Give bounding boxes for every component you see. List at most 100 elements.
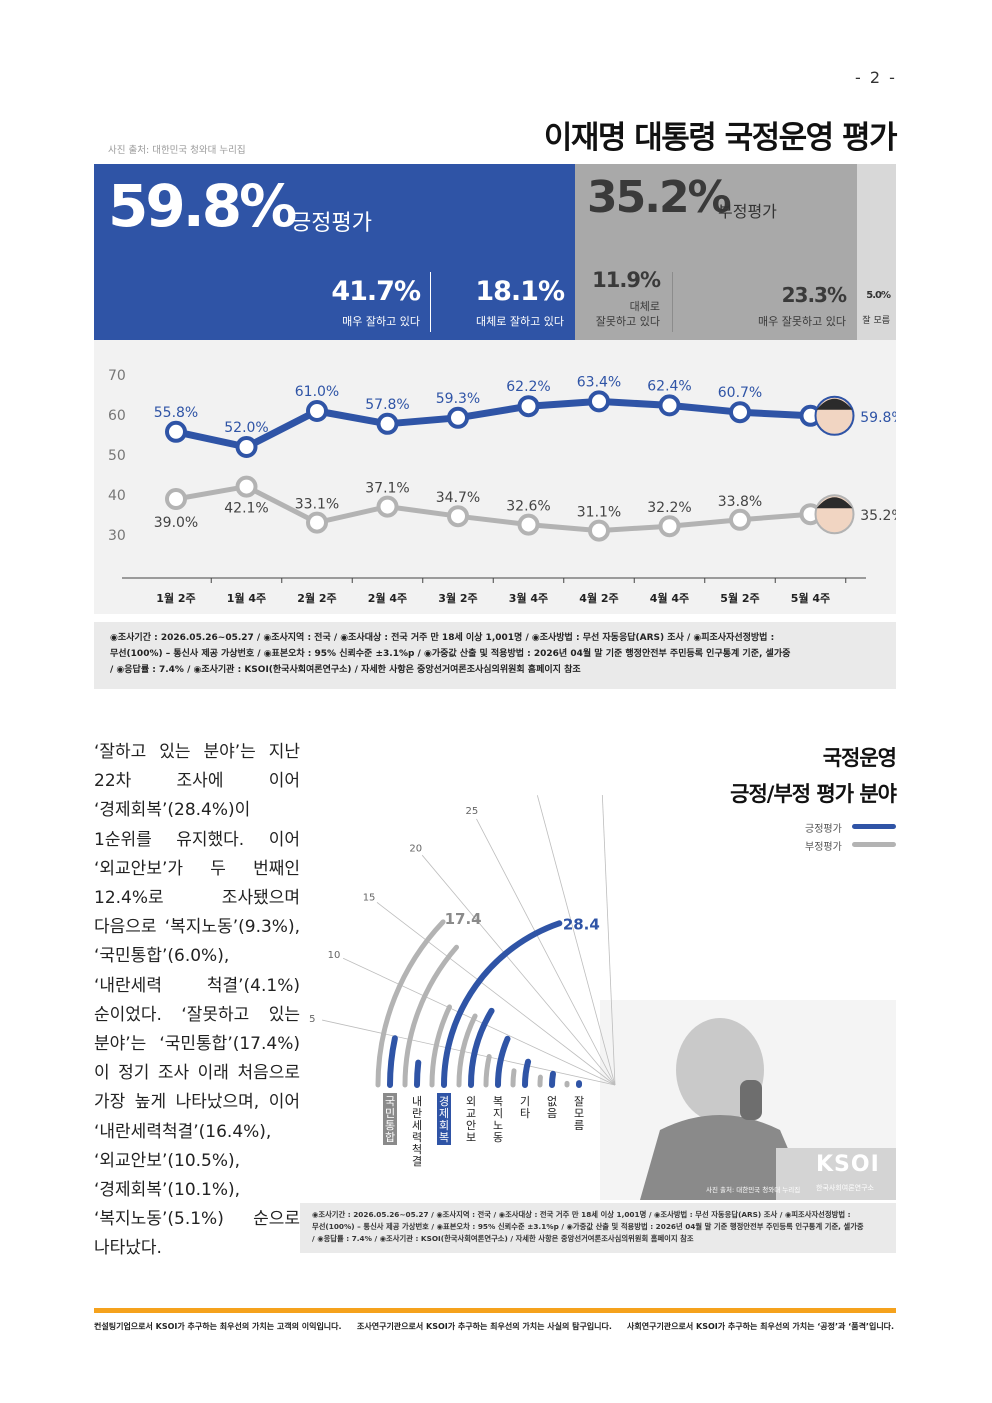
hair-icon — [816, 398, 853, 410]
data-label: 61.0% — [295, 384, 339, 400]
category-char: 통 — [385, 1119, 395, 1132]
positive-arc — [414, 1059, 422, 1088]
category-label: 복지노동 — [493, 1095, 503, 1144]
hair-icon — [816, 497, 853, 509]
scale-ray — [601, 795, 616, 1086]
category-char: 합 — [385, 1131, 395, 1144]
positive-arc — [468, 1007, 495, 1088]
category-char: 회 — [439, 1119, 449, 1132]
category-char: 력 — [412, 1131, 422, 1144]
negative-bar — [575, 164, 857, 340]
y-tick-label: 40 — [108, 488, 126, 504]
methodology-line: / ◉응답률 : 7.4% / ◉조사기관 : KSOI(한국사회여론연구소) … — [110, 665, 581, 675]
fairly-bad-label: 대체로 — [629, 300, 660, 313]
scale-ray — [421, 854, 616, 1086]
body-paragraph: ‘잘하고 있는 분야’는 지난 22차 조사에 이어 ‘경제회복’(28.4%)… — [94, 742, 300, 1259]
scale-tick-label: 5 — [309, 1014, 315, 1025]
y-tick-label: 50 — [108, 448, 126, 464]
category-char: 민 — [385, 1107, 395, 1120]
data-point — [658, 394, 681, 417]
y-tick-label: 30 — [108, 528, 126, 544]
unknown-label: 잘 모름 — [862, 316, 890, 326]
series-line — [175, 484, 811, 534]
divider — [672, 272, 673, 332]
category-label: 기타 — [520, 1095, 530, 1120]
data-point — [517, 395, 540, 418]
data-label: 55.8% — [154, 405, 198, 421]
data-point — [729, 508, 751, 531]
positive-arc — [522, 1058, 532, 1088]
x-tick-label: 4월 2주 — [579, 591, 618, 605]
negative-arc — [402, 944, 460, 1088]
very-bad-value: 23.3% — [781, 283, 847, 307]
negative-arc — [456, 1013, 478, 1088]
methodology-line: 무선(100%) – 통신사 제공 가상번호 / ◉표본오차 : 95% 신뢰수… — [312, 1222, 864, 1231]
data-point — [588, 390, 610, 413]
scale-ray — [476, 818, 616, 1086]
fairly-good-value: 18.1% — [475, 276, 565, 307]
category-char: 타 — [520, 1107, 530, 1120]
category-char: 노 — [493, 1119, 503, 1132]
category-char: 복 — [493, 1095, 503, 1108]
category-label: 내란세력척결 — [412, 1095, 422, 1168]
trend-chart: 70 60 50 40 30 1월 2주 1월 4주 2월 2주 2월 4주 3월 2주 3월 4주… — [108, 368, 905, 605]
category-char: 모 — [574, 1107, 584, 1120]
legend-negative-label: 부정평가 — [805, 842, 842, 853]
scale-ray — [376, 902, 616, 1086]
very-bad-label: 매우 잘못하고 있다 — [758, 315, 846, 328]
data-label: 62.4% — [647, 378, 691, 394]
fairly-bad-label: 잘못하고 있다 — [595, 315, 660, 328]
ksoi-logo: KSOI — [816, 1152, 880, 1177]
category-char: 국 — [385, 1095, 395, 1108]
data-point — [306, 400, 328, 422]
section-subtitle: 긍정/부정 평가 분야 — [730, 782, 897, 806]
y-tick-label: 70 — [108, 368, 126, 384]
category-char: 제 — [439, 1107, 449, 1120]
unknown-bar — [857, 164, 896, 340]
footer-text: 컨설팅기업으로서 KSOI가 추구하는 최우선의 가치는 고객의 이익입니다. — [94, 1322, 342, 1331]
photo-credit: 사진 출처: 대한민국 청와대 누리집 — [108, 145, 246, 156]
data-point — [165, 488, 187, 510]
x-tick-label: 4월 4주 — [650, 591, 689, 605]
x-tick-label: 3월 2주 — [438, 591, 477, 605]
x-tick-label: 5월 2주 — [720, 591, 759, 605]
data-point — [306, 511, 328, 534]
category-char: 외 — [466, 1095, 476, 1108]
data-label: 60.7% — [718, 385, 762, 401]
trend-chart-panel: 70 60 50 40 30 1월 2주 1월 4주 2월 2주 2월 4주 3월 2주 3월 4주… — [94, 340, 905, 614]
negative-arc — [510, 1068, 517, 1088]
data-label: 39.0% — [154, 515, 198, 531]
data-label: 37.1% — [365, 481, 409, 497]
category-char: 름 — [574, 1119, 584, 1132]
section-title: 국정운영 — [822, 746, 897, 770]
methodology-text-2: ◉조사기간 : 2026.05.26~05.27 / ◉조사지역 : 전국 / … — [312, 1209, 896, 1245]
scale-tick-label: 20 — [409, 844, 422, 855]
data-point — [447, 406, 469, 429]
methodology-line: 무선(100%) – 통신사 제공 가상번호 / ◉표본오차 : 95% 신뢰수… — [110, 649, 791, 659]
category-label: 없음 — [547, 1095, 557, 1120]
category-char: 없 — [547, 1095, 557, 1108]
data-point — [235, 436, 258, 458]
category-char: 교 — [466, 1107, 476, 1120]
methodology-line: / ◉응답률 : 7.4% / ◉조사기관 : KSOI(한국사회여론연구소) … — [312, 1234, 694, 1243]
positive-arc — [549, 1070, 557, 1088]
positive-arc — [441, 920, 563, 1088]
x-tick-label: 5월 4주 — [791, 591, 830, 605]
x-tick-label: 3월 4주 — [509, 591, 548, 605]
x-tick-label: 1월 4주 — [227, 591, 266, 605]
methodology-line: ◉조사기간 : 2026.05.26~05.27 / ◉조사지역 : 전국 / … — [110, 633, 775, 643]
positive-arc — [495, 1035, 511, 1088]
category-char: 기 — [520, 1095, 530, 1108]
data-label: 59.8% — [860, 410, 896, 426]
footer-text: 사회연구기관으로서 KSOI가 추구하는 최우선의 가치는 ‘공정’과 ‘품격’… — [627, 1322, 895, 1331]
data-label: 31.1% — [577, 505, 621, 521]
category-char: 안 — [466, 1119, 476, 1132]
category-label: 경제회복 — [437, 1093, 451, 1145]
positive-label: 긍정평가 — [291, 211, 372, 236]
negative-arc — [375, 919, 446, 1088]
divider — [430, 272, 431, 332]
positive-arc — [387, 1035, 398, 1088]
x-tick-label: 1월 2주 — [156, 591, 195, 605]
scale-tick-label: 10 — [328, 950, 341, 961]
photo2-credit: 사진 출처: 대한민국 청와대 누리집 — [706, 1186, 801, 1194]
